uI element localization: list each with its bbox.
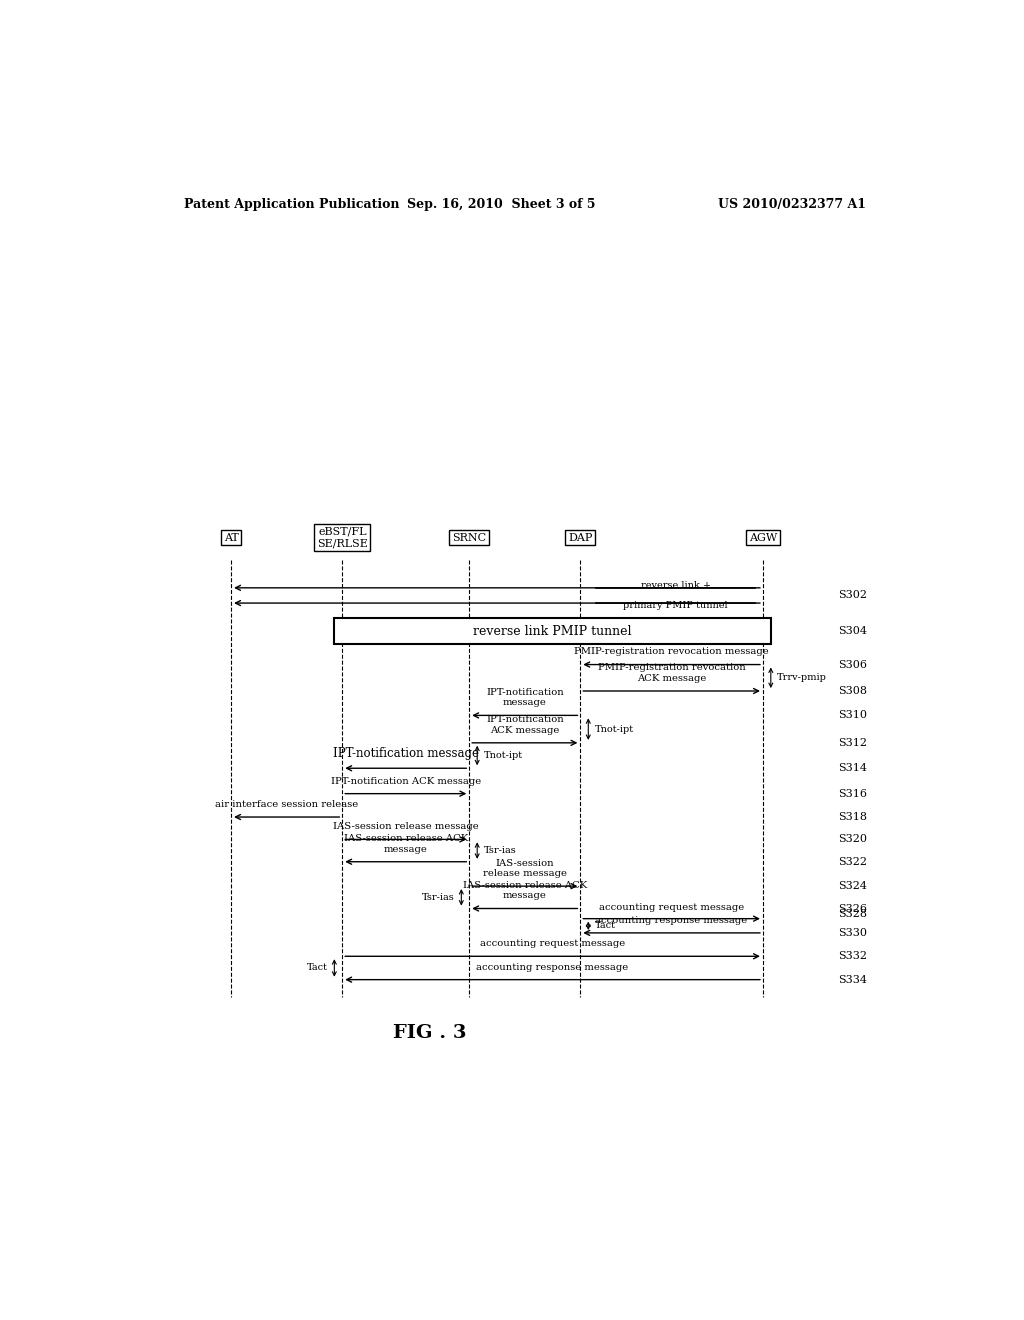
Text: S316: S316 (839, 788, 867, 799)
Text: PMIP-registration revocation
ACK message: PMIP-registration revocation ACK message (598, 664, 745, 682)
Text: accounting response message: accounting response message (476, 962, 629, 972)
Text: AGW: AGW (749, 532, 777, 543)
Text: Tsr-ias: Tsr-ias (483, 846, 516, 855)
Text: S312: S312 (839, 738, 867, 748)
Text: reverse link PMIP tunnel: reverse link PMIP tunnel (473, 624, 632, 638)
Text: IAS-session
release message: IAS-session release message (482, 858, 567, 878)
Text: reverse link +: reverse link + (641, 581, 711, 590)
Text: S318: S318 (839, 812, 867, 822)
Text: accounting request message: accounting request message (599, 903, 744, 912)
Text: S332: S332 (839, 952, 867, 961)
Text: IPT-notification ACK message: IPT-notification ACK message (331, 776, 481, 785)
Text: S302: S302 (839, 590, 867, 601)
Text: accounting response message: accounting response message (596, 916, 748, 925)
Text: IAS-session release message: IAS-session release message (333, 822, 478, 832)
Text: PMIP-registration revocation message: PMIP-registration revocation message (574, 647, 769, 656)
Text: FIG . 3: FIG . 3 (393, 1023, 466, 1041)
Text: Sep. 16, 2010  Sheet 3 of 5: Sep. 16, 2010 Sheet 3 of 5 (407, 198, 595, 211)
Text: S326: S326 (839, 903, 867, 913)
Text: S320: S320 (839, 834, 867, 845)
Text: Trrv-pmip: Trrv-pmip (777, 673, 827, 682)
Text: IAS-session release ACK
message: IAS-session release ACK message (463, 880, 587, 900)
Text: S324: S324 (839, 882, 867, 891)
Text: S330: S330 (839, 928, 867, 939)
Text: S308: S308 (839, 686, 867, 696)
Bar (334, 618, 771, 644)
Text: S334: S334 (839, 974, 867, 985)
Text: IPT-notification message: IPT-notification message (333, 747, 479, 760)
Text: air interface session release: air interface session release (215, 800, 358, 809)
Text: DAP: DAP (568, 532, 593, 543)
Text: S322: S322 (839, 857, 867, 867)
Text: IPT-notification
ACK message: IPT-notification ACK message (486, 715, 563, 735)
Text: S306: S306 (839, 660, 867, 669)
Text: US 2010/0232377 A1: US 2010/0232377 A1 (718, 198, 866, 211)
Text: S314: S314 (839, 763, 867, 774)
Text: Tnot-ipt: Tnot-ipt (483, 751, 522, 760)
Text: Tact: Tact (595, 921, 615, 931)
Text: AT: AT (224, 532, 239, 543)
Text: Tsr-ias: Tsr-ias (422, 892, 455, 902)
Text: S310: S310 (839, 710, 867, 721)
Text: eBST/FL
SE/RLSE: eBST/FL SE/RLSE (316, 527, 368, 548)
Text: S328: S328 (839, 908, 867, 919)
Text: Tnot-ipt: Tnot-ipt (595, 725, 634, 734)
Text: IPT-notification
message: IPT-notification message (486, 688, 563, 708)
Text: Tact: Tact (307, 964, 328, 973)
Text: S304: S304 (839, 626, 867, 636)
Text: IAS-session release ACK
message: IAS-session release ACK message (344, 834, 468, 854)
Text: primary PMIP tunnel: primary PMIP tunnel (624, 601, 728, 610)
Text: accounting request message: accounting request message (480, 939, 626, 948)
Text: SRNC: SRNC (453, 532, 486, 543)
Text: Patent Application Publication: Patent Application Publication (183, 198, 399, 211)
